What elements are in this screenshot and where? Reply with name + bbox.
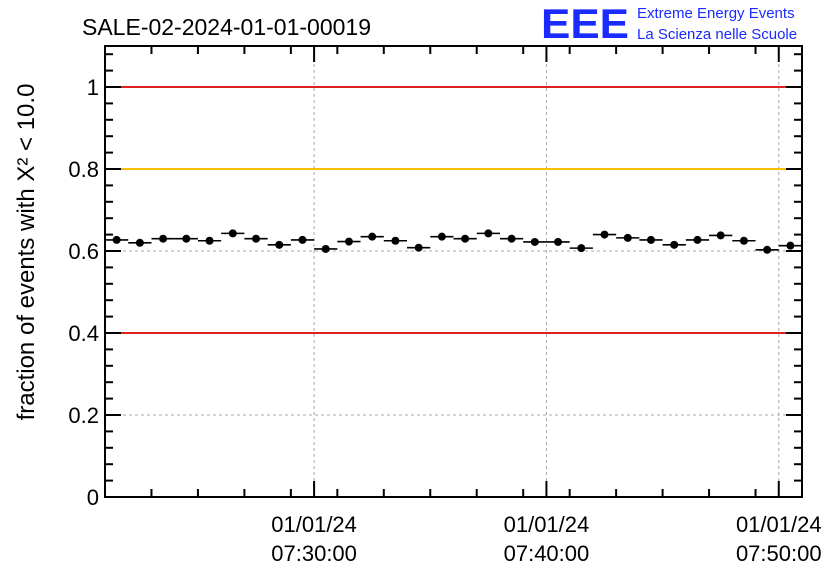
point-marker (135, 238, 144, 247)
data-point (337, 237, 361, 246)
point-marker (739, 236, 748, 245)
point-marker (437, 232, 446, 241)
data-point (407, 243, 431, 252)
data-points (105, 229, 802, 254)
data-point (755, 245, 779, 254)
x-tick-time: 07:50:00 (736, 541, 822, 566)
data-point (128, 238, 152, 247)
x-tick-time: 07:40:00 (504, 541, 590, 566)
reference-lines (105, 86, 802, 334)
point-marker (670, 240, 679, 249)
chart-title: SALE-02-2024-01-01-00019 (82, 14, 371, 40)
x-tick-labels: 01/01/24 07:30:00 01/01/24 07:40:00 01/01/24… (271, 512, 821, 566)
data-point (314, 244, 338, 253)
axis-ticks (104, 46, 803, 498)
point-marker (159, 234, 168, 243)
point-marker (252, 234, 261, 243)
point-marker (182, 234, 191, 243)
data-point (105, 235, 129, 244)
y-tick-label: 1 (87, 75, 99, 100)
y-tick-label: 0.8 (68, 157, 99, 182)
data-point (174, 234, 198, 243)
point-marker (321, 244, 330, 253)
grid-lines (105, 46, 802, 497)
point-marker (600, 230, 609, 239)
logo-mark: EEE (541, 0, 629, 47)
point-marker (623, 233, 632, 242)
data-point (453, 234, 477, 243)
point-marker (530, 237, 539, 246)
point-marker (228, 229, 237, 238)
point-marker (112, 235, 121, 244)
logo-line1: Extreme Energy Events (637, 5, 795, 22)
point-marker (507, 234, 516, 243)
point-marker (693, 235, 702, 244)
data-point (383, 236, 408, 245)
eee-logo: EEE Extreme Energy Events La Scienza nel… (541, 0, 797, 47)
point-marker (646, 235, 655, 244)
data-point (639, 235, 663, 244)
y-tick-label: 0.4 (68, 321, 99, 346)
point-marker (484, 229, 493, 238)
data-point (499, 234, 524, 243)
point-marker (716, 231, 725, 240)
x-tick-date: 01/01/24 (271, 512, 357, 537)
data-point (221, 229, 245, 238)
point-marker (554, 237, 563, 246)
data-point (546, 237, 570, 246)
x-tick-date: 01/01/24 (504, 512, 590, 537)
data-point (290, 235, 315, 244)
data-point (523, 237, 547, 246)
x-tick-time: 07:30:00 (271, 541, 357, 566)
y-tick-label: 0.6 (68, 239, 99, 264)
data-point (778, 241, 802, 250)
plot-frame (104, 45, 803, 498)
point-marker (414, 243, 423, 252)
data-point (430, 232, 454, 241)
data-point (197, 236, 222, 245)
point-marker (391, 236, 400, 245)
data-point (244, 234, 268, 243)
data-point (592, 230, 617, 239)
data-point (267, 240, 291, 249)
point-marker (205, 236, 214, 245)
point-marker (344, 237, 353, 246)
y-tick-labels: 0 0.2 0.4 0.6 0.8 1 (68, 75, 99, 510)
x-tick-date: 01/01/24 (736, 512, 822, 537)
point-marker (368, 232, 377, 241)
point-marker (275, 240, 284, 249)
data-point (569, 244, 593, 253)
point-marker (461, 234, 470, 243)
data-point (709, 231, 733, 240)
data-point (616, 233, 640, 242)
data-point (476, 229, 500, 238)
y-tick-label: 0 (87, 485, 99, 510)
point-marker (786, 241, 795, 250)
data-point (732, 236, 756, 245)
point-marker (763, 245, 772, 254)
data-point (151, 234, 175, 243)
y-tick-label: 0.2 (68, 403, 99, 428)
point-marker (298, 235, 307, 244)
y-axis-label: fraction of events with Χ² < 10.0 (13, 84, 40, 421)
logo-line2: La Scienza nelle Scuole (637, 26, 797, 43)
data-point (360, 232, 384, 241)
data-point (662, 240, 686, 249)
point-marker (577, 244, 586, 253)
data-point (685, 235, 710, 244)
